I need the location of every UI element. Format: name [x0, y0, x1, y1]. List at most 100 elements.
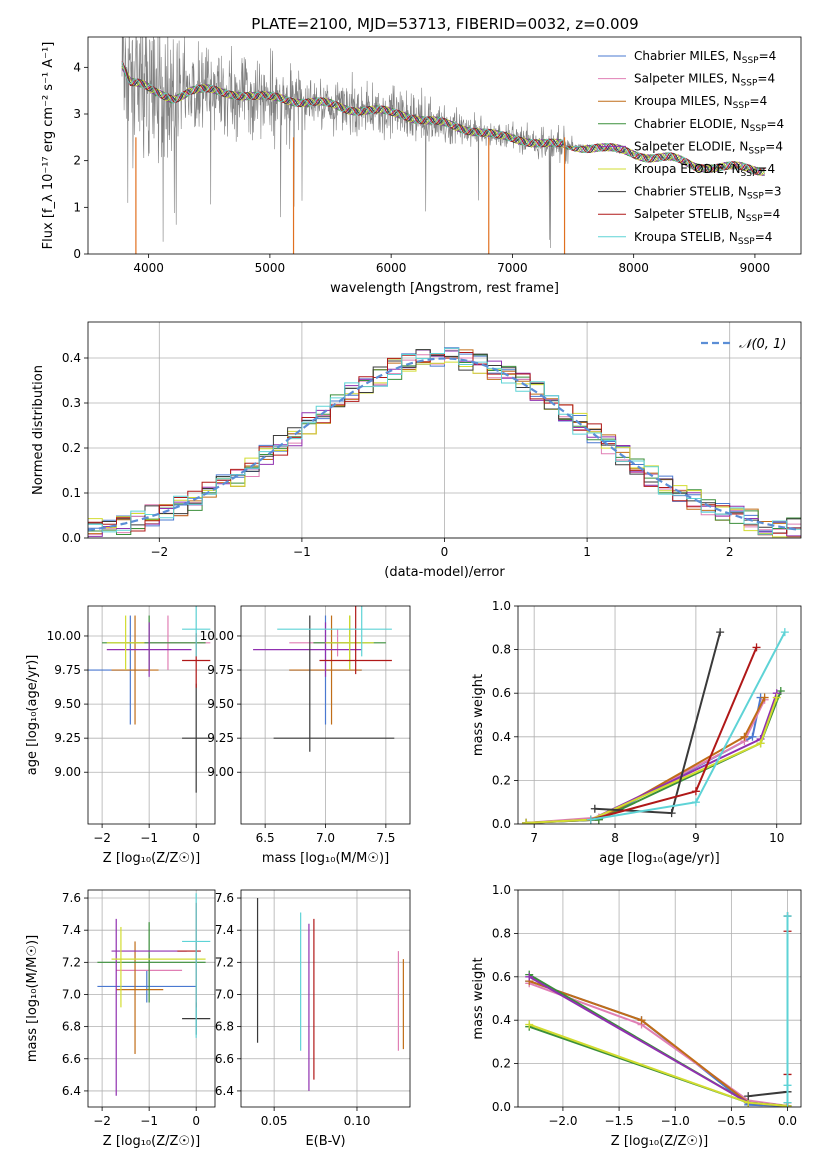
y-tick-label: 6.6 — [215, 1052, 234, 1066]
legend-label: Kroupa MILES, NSSP=4 — [634, 94, 767, 111]
y-tick-label: 6.8 — [215, 1020, 234, 1034]
x-axis-label: Z [log₁₀(Z/Z☉)] — [103, 851, 200, 866]
weight-marker — [716, 628, 725, 637]
y-tick-label: 10.00 — [47, 629, 81, 643]
weight-marker — [525, 972, 534, 981]
x-tick-label: 0 — [192, 831, 200, 845]
x-tick-label: 9 — [692, 831, 700, 845]
y-tick-label: 2 — [73, 154, 81, 168]
x-axis-label: Z [log₁₀(Z/Z☉)] — [103, 1134, 200, 1149]
y-tick-label: 7.2 — [215, 955, 234, 969]
plot-area — [88, 606, 211, 793]
x-tick-label: 6000 — [376, 261, 407, 275]
y-tick-label: 0 — [73, 247, 81, 261]
y-tick-label: 0.6 — [492, 686, 511, 700]
y-axis-label: Flux [f_λ 10⁻¹⁷ erg cm⁻² s⁻¹ A⁻¹] — [41, 42, 56, 250]
y-tick-label: 1.0 — [492, 883, 511, 897]
y-axis-label: Normed distribution — [31, 365, 46, 495]
y-tick-label: 4 — [73, 60, 81, 74]
y-tick-label: 1.0 — [492, 599, 511, 613]
x-tick-label: −1.0 — [661, 1114, 690, 1128]
y-tick-label: 6.6 — [62, 1052, 81, 1066]
weight-marker — [772, 693, 781, 702]
weight-marker — [783, 1081, 792, 1090]
x-tick-label: −1.5 — [605, 1114, 634, 1128]
legend-count: =4 — [755, 230, 773, 244]
x-axis-label: age [log₁₀(age/yr)] — [599, 851, 720, 866]
y-tick-label: 0.0 — [62, 531, 81, 545]
weight-marker — [776, 687, 785, 696]
histogram-step — [88, 347, 801, 535]
legend-sub: SSP — [738, 237, 755, 247]
legend-sub: SSP — [742, 56, 759, 66]
panel-mass_vs_ebv: 0.05 0.10 6.4 6.6 6.8 7.0 7.2 7.4 7.6 E(B-V) — [215, 889, 411, 1149]
y-tick-label: 9.25 — [207, 731, 234, 745]
y-tick-label: 1 — [73, 200, 81, 214]
legend-sub: SSP — [741, 169, 758, 179]
panel-age_vs_mass: 6.5 7.0 7.5 9.00 9.25 9.50 9.75 10.00 mass [log₁… — [200, 605, 411, 866]
x-axis-label: Z [log₁₀(Z/Z☉)] — [611, 1134, 708, 1149]
legend-count: =4 — [765, 139, 783, 153]
panel-residuals: −2 −1 0 1 2 0.0 0.1 0.2 0.3 0.4 (data-model)/error… — [31, 321, 802, 580]
weight-line — [528, 982, 788, 1107]
y-axis-label: age [log₁₀(age/yr)] — [25, 655, 40, 776]
y-axis-label: mass [log₁₀(M/M☉)] — [25, 935, 40, 1062]
legend-label: 𝒩(0, 1) — [739, 337, 786, 352]
legend-sub: SSP — [746, 214, 763, 224]
weight-marker — [691, 787, 700, 796]
legend-count: =4 — [759, 49, 777, 63]
legend-count: =4 — [757, 72, 775, 86]
weight-marker — [744, 1092, 753, 1101]
y-tick-label: 9.00 — [207, 765, 234, 779]
y-tick-label: 10.00 — [200, 629, 234, 643]
x-tick-label: 8 — [611, 831, 619, 845]
weight-marker — [752, 643, 761, 652]
legend-label: Salpeter ELODIE, NSSP=4 — [634, 139, 783, 156]
weight-marker — [783, 912, 792, 921]
x-tick-label: −2 — [150, 545, 168, 559]
y-tick-label: 9.75 — [54, 663, 81, 677]
x-tick-label: 4000 — [133, 261, 164, 275]
legend-sub: SSP — [741, 79, 758, 89]
axes-frame — [87, 36, 802, 255]
panel-spectrum: 4000 5000 6000 7000 8000 9000 0 1 2 3 4 wavelength … — [41, 36, 802, 296]
y-tick-label: 7.6 — [215, 891, 234, 905]
x-tick-label: 0 — [192, 1114, 200, 1128]
axes-frame — [87, 605, 216, 825]
weight-marker — [748, 732, 757, 741]
legend-label: Chabrier STELIB, NSSP=3 — [634, 185, 782, 202]
x-tick-label: 9000 — [740, 261, 771, 275]
y-tick-label: 9.75 — [207, 663, 234, 677]
x-tick-label: 0.10 — [344, 1114, 371, 1128]
x-tick-label: 2 — [726, 545, 734, 559]
x-tick-label: −2 — [93, 831, 111, 845]
panel-mass_vs_Z: −2 −1 0 6.4 6.6 6.8 7.0 7.2 7.4 7.6 Z [log₁₀(Z/Z☉)… — [25, 889, 216, 1149]
y-tick-label: 7.4 — [62, 923, 81, 937]
weight-marker — [780, 628, 789, 637]
spectrum-model-line — [121, 61, 765, 174]
axes-frame — [240, 605, 411, 825]
weight-marker — [637, 1016, 646, 1025]
axes-frame — [87, 321, 802, 539]
weight-marker — [756, 739, 765, 748]
y-tick-label: 0.1 — [62, 486, 81, 500]
y-tick-label: 0.4 — [62, 351, 81, 365]
weight-marker — [667, 809, 676, 818]
legend-count: =4 — [750, 94, 768, 108]
y-tick-label: 0.2 — [492, 773, 511, 787]
x-tick-label: −1 — [140, 1114, 158, 1128]
plot-area — [522, 628, 789, 824]
x-tick-label: 0 — [441, 545, 449, 559]
legend-sub: SSP — [750, 124, 767, 134]
panel-age_vs_Z: −2 −1 0 9.00 9.25 9.50 9.75 10.00 Z [log₁₀(Z/Z☉)… — [25, 605, 216, 866]
histogram-step — [88, 358, 788, 538]
weight-marker — [783, 1098, 792, 1107]
legend-count: =3 — [764, 185, 782, 199]
panel-weight_vs_Z: −2.0 −1.5 −1.0 −0.5 0.0 0.0 0.2 0.4 0.6 0.8 1.0 Z [… — [471, 883, 802, 1149]
legend-label: Kroupa ELODIE, NSSP=4 — [634, 162, 775, 179]
axes-frame — [517, 605, 802, 825]
axes-frame — [87, 889, 216, 1108]
y-tick-label: 0.8 — [492, 643, 511, 657]
x-tick-label: 8000 — [618, 261, 649, 275]
